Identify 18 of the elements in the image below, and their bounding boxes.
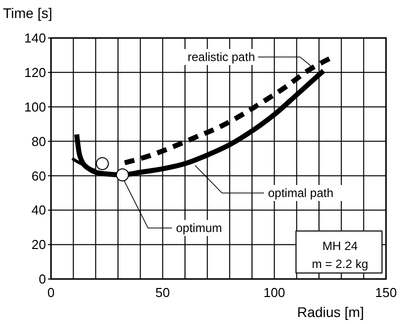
x-tick-label: 150 [375,285,397,300]
y-axis-title: Time [s] [3,5,52,21]
y-tick-label: 80 [32,134,46,149]
y-tick-label: 140 [24,30,46,46]
y-tick-label: 0 [38,272,46,287]
x-tick-label: 100 [263,285,286,300]
annotation: optimal path [268,186,334,200]
x-axis-title: Radius [m] [297,304,364,320]
x-tick-label: 50 [155,285,170,300]
y-tick-label: 100 [24,99,46,114]
y-tick-label: 40 [32,202,46,218]
y-tick-label: 60 [32,168,46,184]
annotation: m = 2.2 kg [312,257,368,272]
y-tick-label: 20 [32,237,46,252]
y-tick-label: 120 [24,64,46,80]
annotation: optimum [176,221,222,236]
annotation: MH 24 [322,239,358,254]
annotation: realistic path [188,50,255,64]
